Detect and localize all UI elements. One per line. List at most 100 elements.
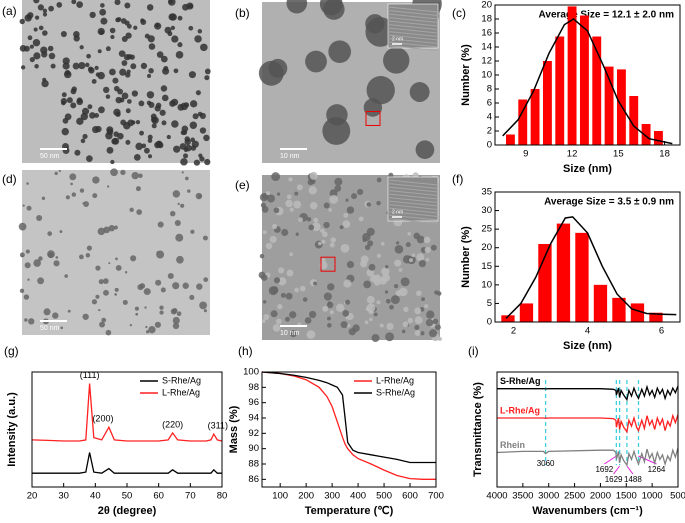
particle: [42, 30, 48, 36]
y-tick-label: 18: [481, 14, 492, 25]
y-tick-label: 15: [481, 261, 492, 272]
particle: [82, 313, 89, 320]
particle: [109, 68, 116, 76]
particle: [172, 282, 180, 290]
particle: [101, 317, 107, 323]
panel-label: (a): [2, 4, 17, 18]
particle: [148, 326, 156, 334]
particle: [366, 268, 375, 277]
particle: [176, 311, 182, 316]
x-tick-label: 4000: [486, 491, 507, 502]
particle: [334, 185, 342, 192]
particle: [182, 3, 189, 11]
particle: [366, 202, 372, 207]
particle: [203, 277, 209, 282]
particle: [80, 138, 86, 144]
particle: [317, 241, 322, 246]
particle: [305, 50, 327, 73]
fit-curve: [502, 18, 673, 145]
x-axis-label: Temperature (℃): [305, 505, 394, 517]
particle: [376, 300, 381, 305]
particle: [373, 312, 378, 317]
lattice-fringe: [387, 207, 439, 214]
particle: [34, 64, 39, 69]
particle: [125, 139, 131, 145]
histogram-bar: [593, 284, 608, 322]
particle: [321, 239, 326, 244]
lattice-fringe: [387, 17, 439, 23]
particle: [200, 43, 208, 52]
lattice-fringe: [387, 38, 439, 44]
particle: [33, 0, 40, 4]
particle: [169, 210, 176, 217]
particle: [108, 262, 111, 265]
histogram-bar: [555, 36, 565, 145]
particle: [271, 172, 281, 182]
y-tick-label: 5: [487, 298, 492, 309]
particle: [308, 186, 317, 195]
marker-label: 1488: [624, 475, 642, 484]
particle: [154, 141, 161, 149]
particle: [394, 259, 402, 267]
particle: [114, 293, 118, 296]
particle: [172, 316, 180, 325]
particle: [38, 256, 43, 261]
particle: [351, 193, 358, 200]
particle: [172, 322, 180, 330]
particle: [79, 45, 84, 50]
particle: [48, 52, 56, 60]
particle: [60, 97, 68, 105]
y-tick-label: 20: [481, 242, 492, 253]
particle: [78, 61, 86, 70]
y-tick-label: 8: [487, 84, 492, 95]
particle: [189, 100, 198, 108]
particle: [22, 204, 25, 207]
particle: [92, 193, 98, 199]
particle: [182, 282, 189, 289]
particle: [138, 100, 145, 107]
x-tick-label: 200: [298, 491, 314, 502]
particle: [386, 322, 394, 331]
particle: [169, 13, 177, 21]
panel-label: (f): [452, 172, 463, 186]
particle: [172, 190, 181, 198]
particle: [94, 65, 99, 70]
y-tick-label: 20: [481, 0, 492, 11]
chart: 9 12 15 18 0 2 4 6 8 10 12 14 16 18 20 Size (nm) Number …: [452, 0, 681, 175]
particle: [402, 321, 409, 328]
marker-arrow: [626, 465, 634, 475]
particle: [147, 138, 153, 143]
particle: [199, 127, 207, 134]
x-tick-label: 500: [376, 491, 392, 502]
particle: [136, 209, 143, 215]
lattice-fringe: [387, 193, 439, 200]
particle: [33, 52, 41, 60]
particle: [260, 202, 267, 208]
particle: [423, 236, 431, 244]
particle: [380, 241, 385, 246]
particle: [367, 240, 374, 247]
particle: [197, 29, 203, 34]
chart: 20 30 40 50 60 70 80 2θ (degree) Intensity (a.u.…: [4, 344, 228, 517]
particle: [26, 14, 32, 20]
particle: [20, 65, 26, 70]
particle: [340, 243, 350, 253]
particle: [323, 202, 330, 209]
particle: [295, 232, 299, 236]
particle: [293, 200, 302, 209]
particle: [156, 51, 164, 58]
particle: [329, 242, 335, 248]
histogram-bar: [630, 303, 645, 322]
particle: [384, 290, 389, 294]
marker-label: 1264: [648, 465, 666, 474]
particle: [364, 320, 369, 325]
particle: [130, 255, 137, 262]
particle: [182, 130, 188, 135]
particle: [41, 79, 49, 88]
particle: [85, 253, 91, 258]
particle: [53, 260, 60, 267]
particle: [144, 306, 147, 309]
particle: [157, 221, 164, 228]
series-line: [496, 447, 679, 467]
particle: [346, 206, 355, 214]
